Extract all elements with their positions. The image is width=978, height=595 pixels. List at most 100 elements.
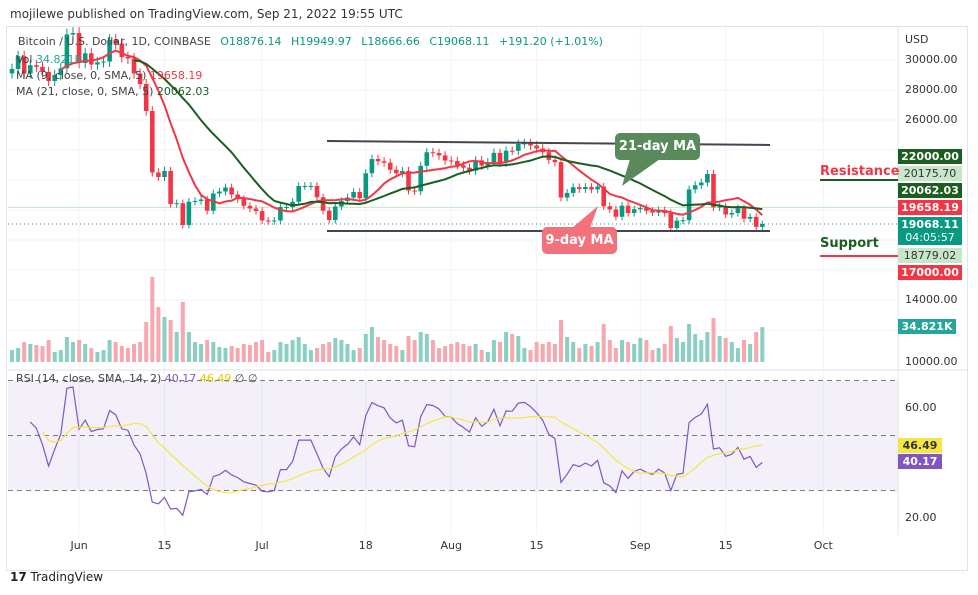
date-tick: 18	[358, 539, 373, 552]
candle-body	[125, 57, 131, 59]
candle-body	[741, 208, 747, 219]
volume-bar	[412, 340, 417, 362]
volume-bar	[699, 340, 704, 362]
volume-bar	[674, 338, 679, 362]
volume-bar	[278, 342, 283, 362]
candle-body	[34, 65, 39, 67]
candle-body	[326, 210, 332, 221]
volume-bar	[748, 344, 753, 362]
candle-body	[40, 66, 45, 72]
candle-body	[424, 152, 430, 166]
volume-bar	[284, 344, 289, 362]
volume-bar	[449, 344, 454, 362]
candle-body	[668, 213, 674, 228]
volume-bar	[339, 340, 344, 362]
candle-body	[735, 208, 741, 213]
rsi-ma-line	[42, 415, 763, 494]
rsi-extra: ∅ ∅	[234, 372, 258, 385]
candle-body	[607, 206, 613, 210]
candle-body	[570, 187, 576, 193]
tv-logo-icon: 𝟭𝟳	[10, 570, 27, 584]
date-tick: Jul	[255, 539, 269, 552]
candle-body	[272, 220, 277, 222]
volume-bar	[247, 345, 252, 362]
volume-bar	[205, 340, 210, 362]
candle-body	[705, 174, 710, 183]
date-tick: 15	[157, 539, 172, 552]
label-ma9: 19658.19	[898, 200, 962, 215]
ma9-callout-pointer	[572, 206, 598, 228]
volume-bar	[473, 344, 478, 362]
volume-bar	[46, 340, 51, 362]
candle-body	[70, 33, 76, 35]
candle-body	[558, 162, 564, 198]
candle-body	[46, 72, 51, 81]
candle-body	[497, 152, 503, 163]
footer-brand: TradingView	[30, 570, 104, 584]
candle-body	[552, 159, 558, 163]
price-tick: 30000.00	[905, 53, 958, 66]
candle-body	[82, 53, 88, 63]
candle-body	[150, 111, 155, 173]
volume-bar	[485, 352, 490, 362]
volume-bar	[528, 350, 533, 362]
volume-bar	[217, 347, 222, 362]
candle-body	[461, 165, 466, 168]
candle-body	[583, 187, 588, 189]
candle-body	[204, 199, 210, 211]
label-volume: 34.821K	[898, 319, 956, 334]
volume-bar	[681, 342, 685, 362]
volume-bar	[223, 348, 228, 362]
volume-bar	[552, 344, 557, 362]
candle-body	[760, 223, 765, 227]
symbol-name: Bitcoin / U.S. Dollar, 1D, COINBASE	[18, 35, 211, 48]
price-tick: 10000.00	[905, 355, 958, 368]
date-tick: 15	[718, 539, 733, 552]
ma9-legend: MA (9, close, 0, SMA, 5) 19658.19	[16, 69, 202, 82]
candle-body	[76, 33, 82, 63]
label-17000: 17000.00	[898, 265, 962, 280]
candle-body	[21, 56, 27, 74]
candle-body	[564, 192, 570, 198]
candle-body	[577, 187, 582, 189]
candle-body	[448, 160, 454, 162]
candle-body	[644, 208, 649, 211]
candle-body	[369, 159, 375, 174]
date-tick: Sep	[629, 539, 651, 552]
volume-bar	[186, 332, 191, 362]
volume-bar	[577, 348, 582, 362]
volume-bar	[308, 350, 313, 362]
ohlc-close: C19068.11	[429, 35, 490, 48]
rsi-value: 40.17	[164, 372, 197, 385]
price-tick: 14000.00	[905, 293, 958, 306]
rsi-tick: 20.00	[905, 511, 937, 524]
candle-body	[131, 58, 137, 74]
volume-bar	[559, 320, 563, 362]
candle-body	[638, 208, 643, 210]
candle-body	[52, 75, 57, 81]
volume-bar	[687, 324, 692, 362]
ma9-value: 19658.19	[149, 69, 203, 82]
volume-bar	[595, 342, 600, 362]
volume-bar	[516, 336, 521, 362]
volume-bar	[144, 322, 149, 362]
candle-body	[442, 155, 448, 161]
candle-body	[412, 190, 417, 192]
volume-bar	[10, 350, 14, 362]
volume-bar	[534, 342, 539, 362]
volume-bar	[760, 327, 765, 362]
volume-bar	[626, 342, 631, 362]
volume-bar	[424, 334, 429, 362]
price-tick: 26000.00	[905, 113, 958, 126]
volume-bar	[742, 340, 746, 362]
volume-bar	[565, 337, 570, 362]
volume-bar	[254, 342, 258, 362]
ma9-label: MA (9, close, 0, SMA, 5)	[16, 69, 147, 82]
volume-bar	[498, 342, 502, 362]
candle-body	[473, 160, 478, 171]
volume-bar	[138, 342, 143, 362]
ma21-value: 20062.03	[156, 85, 210, 98]
tradingview-logo[interactable]: 𝟭𝟳 TradingView	[10, 570, 103, 584]
volume-bar	[363, 334, 368, 362]
